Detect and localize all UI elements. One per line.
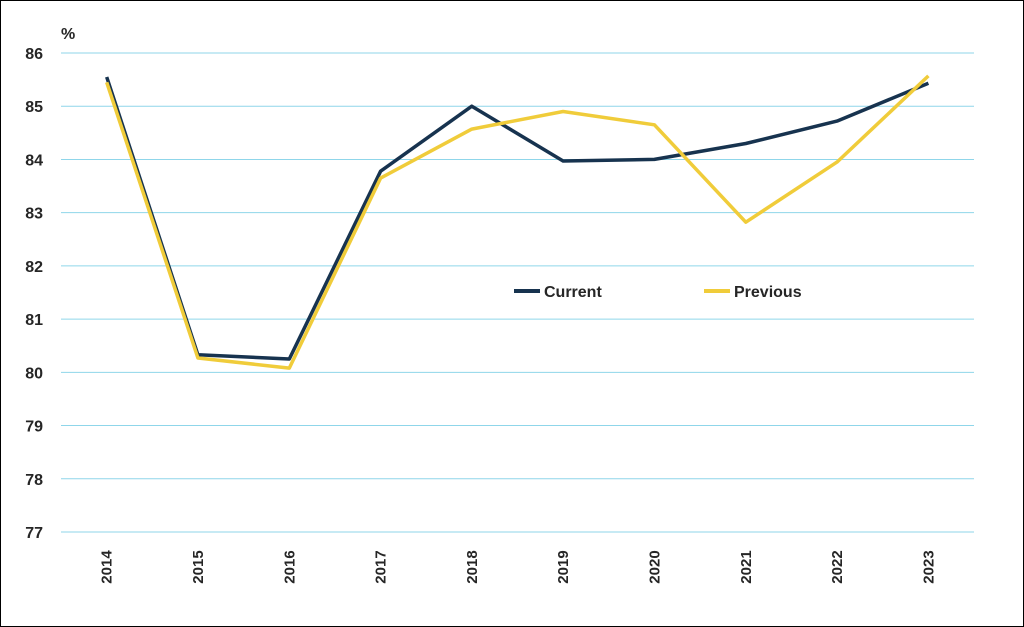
x-tick-label: 2017 (373, 550, 390, 583)
gridlines (61, 52, 974, 533)
x-tick-label: 2023 (920, 550, 937, 583)
y-tick-label: 84 (25, 152, 43, 169)
x-tick-label: 2019 (555, 550, 572, 583)
x-tick-labels: 2014 2015 2016 2017 2018 2019 2020 2021 2022 2023 (99, 550, 938, 584)
x-tick-label: 2014 (99, 550, 116, 584)
series-lines (105, 74, 930, 370)
y-tick-label: 79 (25, 419, 43, 436)
y-tick-label: 78 (25, 472, 43, 489)
y-tick-label: 86 (25, 46, 43, 63)
legend-label-current: Current (544, 284, 602, 301)
y-tick-label: 85 (25, 99, 43, 116)
y-tick-label: 80 (25, 365, 43, 382)
y-tick-labels: 77 78 79 80 81 82 83 84 85 86 (25, 46, 43, 542)
y-tick-label: 81 (25, 312, 43, 329)
x-tick-label: 2018 (464, 550, 481, 583)
y-tick-label: 82 (25, 259, 43, 276)
x-tick-label: 2015 (190, 550, 207, 583)
x-tick-label: 2021 (738, 550, 755, 583)
series-line-current (105, 76, 930, 361)
x-tick-label: 2016 (281, 550, 298, 583)
legend: Current Previous (514, 284, 802, 301)
y-axis-unit-label: % (61, 26, 75, 43)
x-tick-label: 2022 (829, 550, 846, 583)
x-tick-label: 2020 (646, 550, 663, 583)
y-tick-label: 83 (25, 206, 43, 223)
series-line-previous (105, 74, 930, 370)
legend-label-previous: Previous (734, 284, 802, 301)
y-tick-label: 77 (25, 525, 43, 542)
